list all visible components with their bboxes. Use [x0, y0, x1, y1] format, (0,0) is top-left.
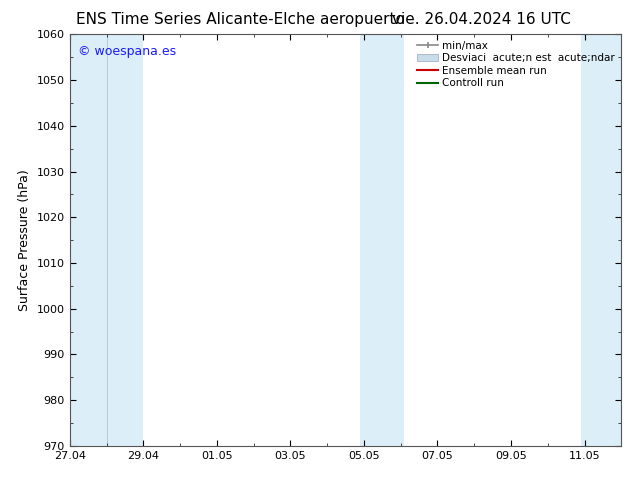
Bar	[581, 34, 621, 446]
Bar	[360, 34, 404, 446]
Bar	[70, 34, 107, 446]
Text: vie. 26.04.2024 16 UTC: vie. 26.04.2024 16 UTC	[392, 12, 571, 27]
Bar	[107, 34, 143, 446]
Y-axis label: Surface Pressure (hPa): Surface Pressure (hPa)	[18, 169, 31, 311]
Legend: min/max, Desviaci  acute;n est  acute;ndar, Ensemble mean run, Controll run: min/max, Desviaci acute;n est acute;ndar…	[414, 37, 618, 92]
Text: © woespana.es: © woespana.es	[78, 45, 176, 58]
Text: ENS Time Series Alicante-Elche aeropuerto: ENS Time Series Alicante-Elche aeropuert…	[77, 12, 405, 27]
